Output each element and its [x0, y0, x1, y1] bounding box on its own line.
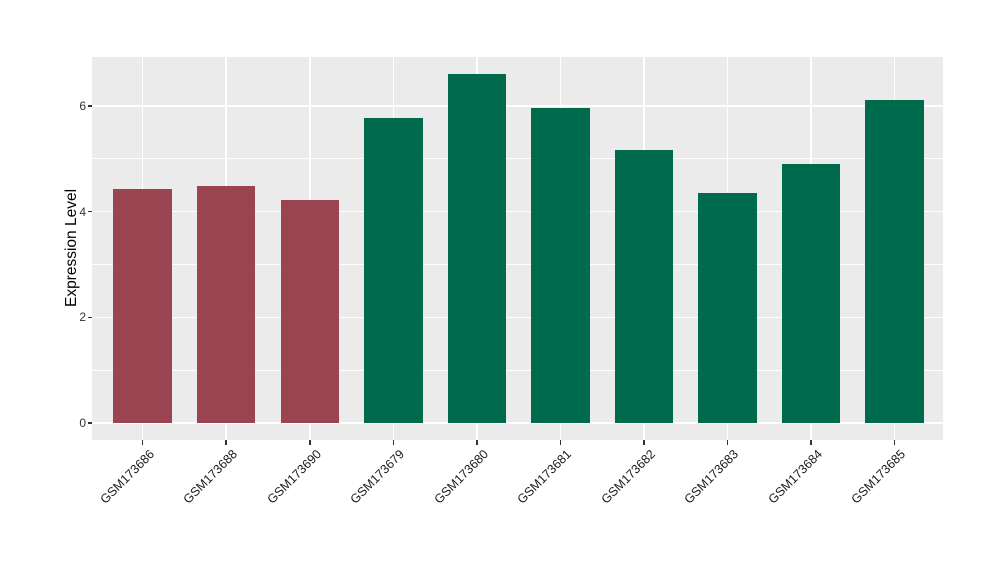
bar-GSM173683	[698, 192, 757, 423]
x-tick	[810, 440, 812, 445]
x-tick-label-GSM173690: GSM173690	[264, 447, 324, 507]
gridline-minor	[92, 369, 943, 371]
y-tick	[87, 105, 92, 107]
x-tick-label-GSM173683: GSM173683	[681, 447, 742, 507]
x-tick	[726, 440, 729, 445]
y-tick-label: 0	[79, 416, 86, 430]
y-tick	[87, 422, 92, 424]
gridline-major	[92, 422, 943, 424]
x-tick-label-GSM173681: GSM173681	[514, 447, 575, 507]
bar-GSM173681	[531, 107, 590, 423]
gridline-major	[92, 105, 943, 107]
x-tick	[225, 440, 227, 445]
y-tick-label: 6	[79, 99, 86, 114]
gridline-major	[92, 316, 943, 319]
x-tick-label-GSM173684: GSM173684	[765, 447, 825, 507]
y-tick	[87, 210, 92, 213]
bar-GSM173688	[196, 186, 256, 423]
x-tick-label-GSM173688: GSM173688	[180, 447, 241, 507]
x-tick	[392, 440, 395, 445]
x-tick	[643, 440, 645, 445]
gridline-minor	[92, 158, 943, 160]
x-tick-label-GSM173686: GSM173686	[97, 447, 157, 507]
bar-GSM173685	[865, 99, 924, 423]
x-tick	[559, 440, 562, 445]
plot-panel	[92, 57, 943, 440]
bar-GSM173682	[614, 150, 674, 423]
x-tick-label-GSM173679: GSM173679	[347, 447, 408, 507]
bar-GSM173680	[447, 74, 507, 423]
x-tick	[309, 440, 311, 445]
bar-GSM173679	[364, 118, 423, 423]
gridline-minor	[92, 264, 943, 265]
y-tick-label: 2	[79, 310, 86, 325]
y-tick	[87, 316, 92, 319]
x-tick-label-GSM173680: GSM173680	[431, 447, 491, 507]
x-tick-label-GSM173682: GSM173682	[598, 447, 658, 507]
y-tick-label: 4	[79, 204, 86, 219]
x-tick	[893, 440, 896, 445]
bar-GSM173686	[113, 188, 172, 423]
y-axis-title: Expression Level	[63, 188, 80, 308]
bar-GSM173690	[280, 199, 339, 423]
x-tick	[476, 440, 478, 445]
x-tick-label-GSM173685: GSM173685	[848, 447, 909, 507]
gridline-major	[92, 210, 943, 213]
bar-GSM173684	[781, 164, 841, 423]
x-tick	[141, 440, 144, 445]
